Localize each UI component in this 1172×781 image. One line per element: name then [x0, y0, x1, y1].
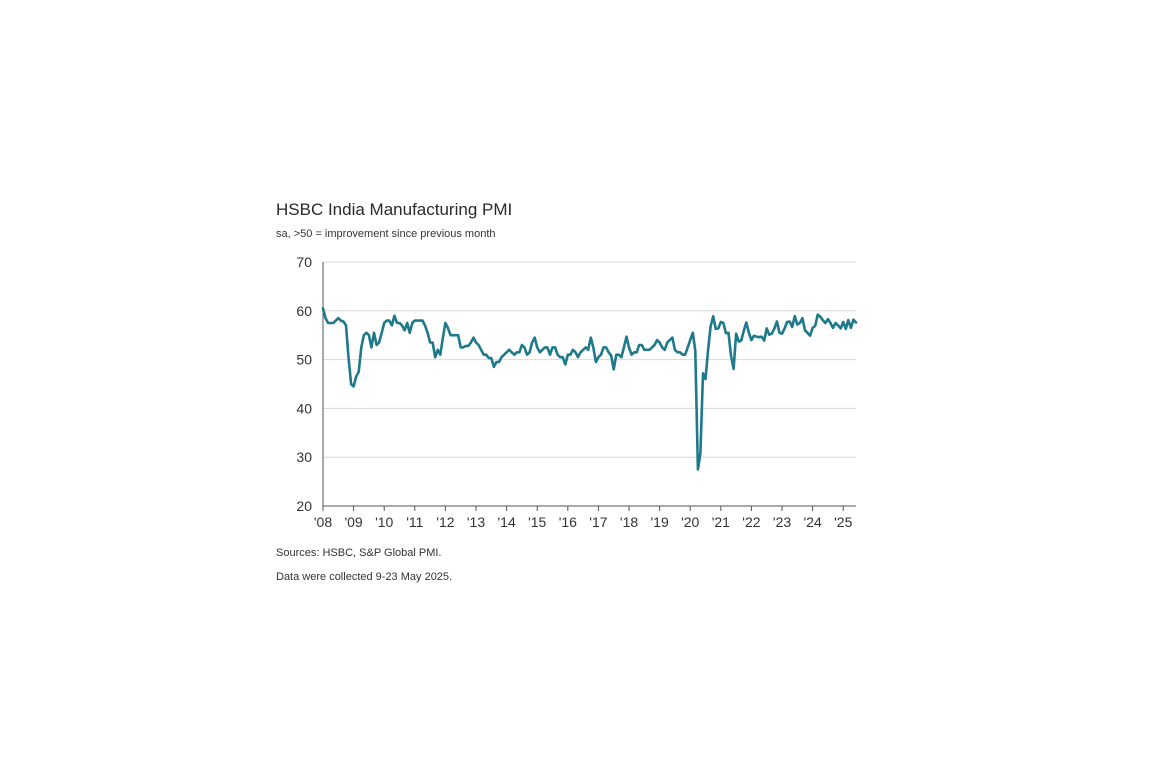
line-chart: 20 30 40 50 60 70 '08 '09 '10 '11 '12 '13 '14 '15 '16 '… — [296, 254, 858, 530]
y-tick-label: 20 — [296, 498, 312, 514]
x-tick-label: '10 — [375, 514, 393, 530]
x-tick-label: '17 — [589, 514, 607, 530]
x-tick-label: '14 — [497, 514, 515, 530]
x-tick-label: '21 — [712, 514, 730, 530]
collection-footnote: Data were collected 9-23 May 2025. — [276, 571, 453, 583]
x-tick-label: '16 — [559, 514, 577, 530]
x-tick-label: '09 — [344, 514, 362, 530]
y-tick-label: 50 — [296, 352, 312, 368]
chart-subtitle: sa, >50 = improvement since previous mon… — [276, 228, 496, 240]
y-tick-label: 40 — [296, 400, 312, 416]
x-tick-label: '22 — [742, 514, 760, 530]
x-tick-label: '11 — [406, 514, 423, 530]
x-tick-label: '13 — [467, 514, 485, 530]
x-tick-label: '25 — [834, 514, 852, 530]
series-line-0 — [321, 307, 858, 471]
y-tick-label: 70 — [296, 254, 312, 270]
x-tick-label: '18 — [620, 514, 638, 530]
x-tick-label: '20 — [681, 514, 699, 530]
y-tick-label: 60 — [296, 303, 312, 319]
x-tick-label: '19 — [651, 514, 669, 530]
x-tick-label: '24 — [804, 514, 822, 530]
x-tick-label: '23 — [773, 514, 791, 530]
sources-footnote: Sources: HSBC, S&P Global PMI. — [276, 547, 442, 559]
x-tick-label: '12 — [436, 514, 454, 530]
x-tick-label: '15 — [528, 514, 546, 530]
chart-card: HSBC India Manufacturing PMI sa, >50 = i… — [270, 196, 870, 596]
y-tick-label: 30 — [296, 449, 312, 465]
chart-title: HSBC India Manufacturing PMI — [276, 200, 513, 219]
x-tick-label: '08 — [314, 514, 332, 530]
